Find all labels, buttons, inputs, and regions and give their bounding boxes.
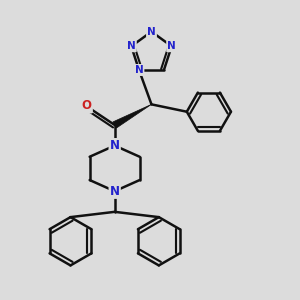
Text: N: N <box>167 41 176 51</box>
Text: N: N <box>110 185 120 198</box>
Text: N: N <box>110 185 120 198</box>
Text: N: N <box>135 65 143 75</box>
Text: N: N <box>147 27 156 37</box>
Text: N: N <box>110 139 120 152</box>
Text: N: N <box>135 65 143 75</box>
Polygon shape <box>113 104 152 128</box>
Text: N: N <box>147 27 156 37</box>
Text: N: N <box>127 41 136 51</box>
Text: N: N <box>167 41 176 51</box>
Text: N: N <box>127 41 136 51</box>
Text: O: O <box>82 99 92 112</box>
Text: O: O <box>82 99 92 112</box>
Text: N: N <box>110 139 120 152</box>
